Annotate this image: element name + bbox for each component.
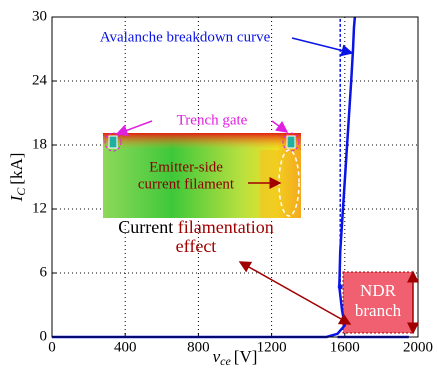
label-sub: ce [220,354,231,368]
y-tick-label: 12 [32,200,47,216]
y-axis-label: IC[kA] [7,153,28,203]
y-tick-label: 24 [32,72,48,88]
annotation: NDR [360,281,397,300]
y-tick-label: 6 [40,264,48,280]
annotation: Trench gate [177,112,248,128]
x-tick-label: 1600 [330,339,360,355]
x-tick-label: 0 [48,339,56,355]
label-unit: [V] [234,347,258,366]
annotation: branch [355,301,402,320]
annotation-part: filamentation [178,217,274,237]
chart: Avalanche breakdown curve Trench gate Em… [0,0,438,369]
annotation: effect [176,236,217,256]
x-tick-label: 800 [187,339,210,355]
x-tick-label: 1200 [257,339,287,355]
label-sub: C [14,187,28,196]
y-tick-label: 30 [32,8,47,24]
y-tick-label: 18 [32,136,47,152]
x-tick-label: 2000 [403,339,433,355]
annotation: Emitter-side [149,159,223,175]
x-tick-label: 400 [114,339,137,355]
y-tick-label: 0 [40,328,48,344]
label-unit: [kA] [7,153,26,185]
x-axis-label: vce[V] [213,347,258,368]
annotation: Avalanche breakdown curve [100,29,271,45]
annotation: current filament [138,176,235,192]
annotation: Current filamentation [118,217,273,237]
annotation-part: Current [118,217,173,237]
